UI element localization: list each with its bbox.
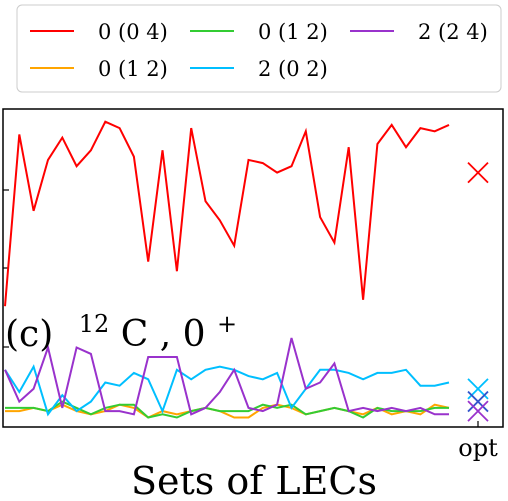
state-j: 0 bbox=[183, 314, 206, 355]
legend-label: 2 (2 4) bbox=[418, 20, 488, 44]
series-line-4 bbox=[4, 337, 449, 416]
legend-entry-3: 2 (0 2) bbox=[190, 57, 328, 81]
legend-label: 0 (1 2) bbox=[258, 20, 328, 44]
state-parity: + bbox=[217, 310, 237, 338]
opt-marker-0 bbox=[467, 161, 489, 184]
x-tick-label-opt: opt bbox=[458, 434, 498, 462]
legend-label: 0 (0 4) bbox=[98, 20, 168, 44]
axes-frame bbox=[2, 108, 504, 428]
series-line-0 bbox=[4, 120, 450, 307]
legend-frame bbox=[16, 4, 502, 93]
legend-entry-4: 2 (2 4) bbox=[350, 20, 488, 44]
panel-label: (c) bbox=[5, 314, 53, 355]
opt-marker-3 bbox=[467, 400, 489, 422]
opt-marker-1 bbox=[467, 378, 489, 400]
legend-entry-1: 0 (1 2) bbox=[30, 57, 168, 81]
legend-entry-2: 0 (1 2) bbox=[190, 20, 328, 44]
legend: 0 (0 4) 0 (1 2) 0 (1 2) 2 (0 2) 2 (2 4) bbox=[16, 4, 502, 93]
x-axis-label: Sets of LECs bbox=[131, 459, 377, 501]
plot-area bbox=[2, 108, 504, 428]
legend-label: 0 (1 2) bbox=[98, 57, 168, 81]
legend-entry-0: 0 (0 4) bbox=[30, 20, 168, 44]
legend-label: 2 (0 2) bbox=[258, 57, 328, 81]
opt-marker-2 bbox=[467, 390, 489, 413]
series-line-3 bbox=[4, 364, 450, 417]
panel-annotation: (c) 12 C , 0 + bbox=[5, 300, 237, 355]
annotation-separator: , bbox=[160, 314, 183, 355]
nucleus-mass: 12 bbox=[79, 310, 110, 338]
nucleus-symbol: C bbox=[121, 314, 149, 355]
